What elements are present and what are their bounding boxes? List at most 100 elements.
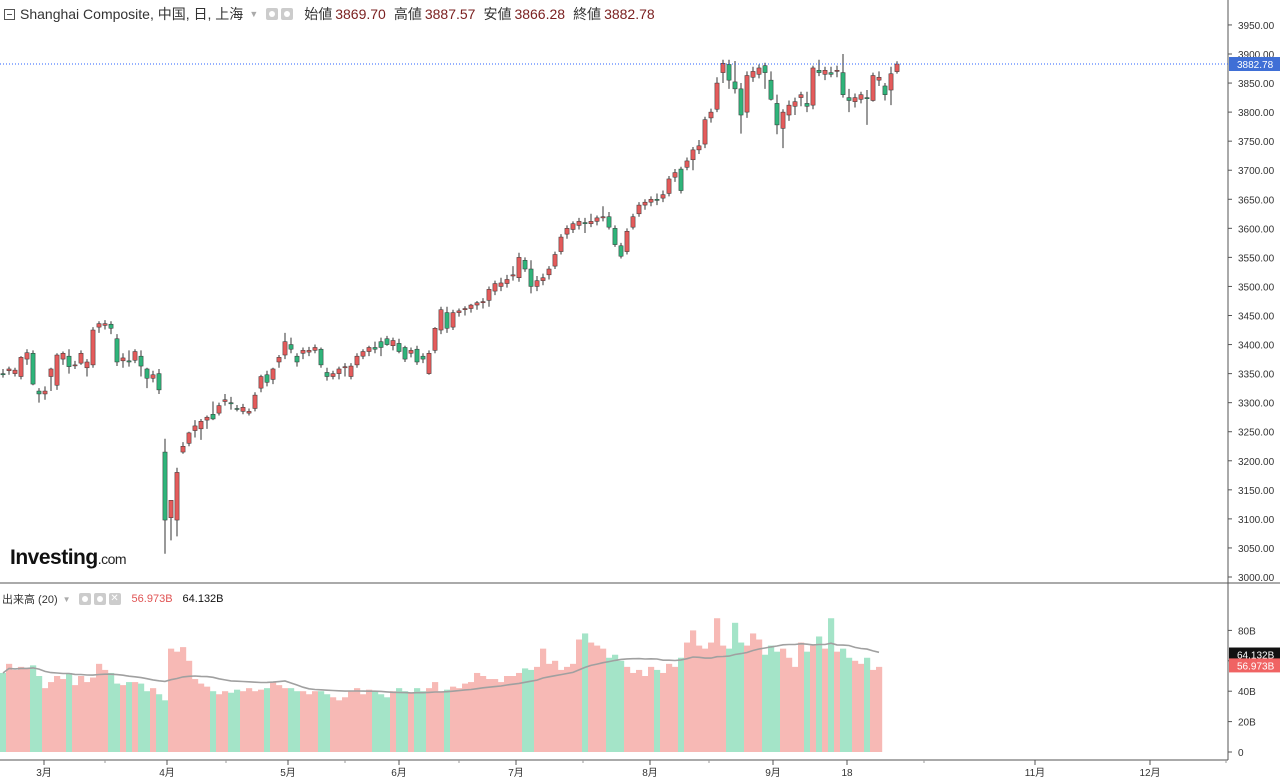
- candle-body: [672, 172, 678, 178]
- volume-bar: [750, 633, 757, 752]
- candle-body: [624, 230, 630, 252]
- price-tick-label: 3250.00: [1238, 428, 1275, 439]
- candle-body: [12, 369, 18, 374]
- price-tick-label: 3750.00: [1238, 137, 1275, 148]
- candle-body: [174, 472, 180, 521]
- price-tick-label: 3900.00: [1238, 50, 1275, 61]
- time-tick-label: 18: [841, 768, 853, 778]
- candle-body: [444, 312, 450, 329]
- volume-tick-label: 0: [1238, 748, 1244, 759]
- candle-body: [726, 64, 732, 81]
- logo-suffix: .com: [97, 551, 127, 567]
- volume-bar: [270, 682, 277, 752]
- candle-body: [420, 355, 426, 360]
- investing-logo: Investing.com: [10, 546, 127, 570]
- candle-body: [720, 63, 726, 73]
- volume-header: 出来高 (20) ▼ ✕ 56.973B 64.132B: [0, 591, 224, 607]
- price-tick-label: 3550.00: [1238, 253, 1275, 264]
- volume-bar: [726, 648, 733, 752]
- volume-bar: [570, 663, 577, 752]
- time-tick-label: 3月: [36, 767, 52, 778]
- volume-bar: [42, 688, 49, 752]
- chevron-down-icon[interactable]: ▼: [249, 9, 259, 19]
- candle-body: [306, 350, 312, 353]
- volume-bar: [276, 685, 283, 752]
- volume-bar: [762, 654, 769, 752]
- volume-bar: [600, 648, 607, 752]
- volume-bar: [288, 688, 295, 752]
- candle-body: [690, 149, 696, 161]
- candle-body: [504, 279, 510, 284]
- volume-bar: [132, 682, 139, 752]
- candle-body: [186, 432, 192, 444]
- settings-icon[interactable]: [281, 8, 294, 20]
- volume-bar: [414, 688, 421, 752]
- volume-bar: [708, 642, 715, 752]
- price-tick-label: 3850.00: [1238, 79, 1275, 90]
- candle-body: [630, 216, 636, 228]
- candle-body: [576, 221, 582, 226]
- close-icon[interactable]: ✕: [108, 593, 121, 605]
- collapse-icon[interactable]: [4, 8, 15, 20]
- chart-title: Shanghai Composite, 中国, 日, 上海: [20, 6, 244, 22]
- candle-body: [42, 390, 48, 395]
- volume-bar: [738, 642, 745, 752]
- volume-bar: [516, 672, 523, 752]
- volume-bar: [18, 666, 25, 752]
- volume-bar: [468, 682, 475, 752]
- volume-bar: [84, 682, 91, 752]
- candle-body: [750, 71, 756, 78]
- candle-body: [810, 67, 816, 106]
- candle-body: [276, 357, 282, 363]
- candle-body: [570, 223, 576, 230]
- candle-body: [708, 111, 714, 119]
- candle-body: [150, 374, 156, 379]
- volume-bar: [336, 700, 343, 752]
- volume-bar: [240, 691, 247, 752]
- settings-icon[interactable]: [93, 593, 106, 605]
- candle-body: [696, 145, 702, 151]
- price-tick-label: 3050.00: [1238, 544, 1275, 555]
- volume-bar: [606, 657, 613, 752]
- volume-bar: [360, 694, 367, 752]
- candle-body: [780, 111, 786, 129]
- volume-bar: [156, 694, 163, 752]
- candle-body: [120, 357, 126, 362]
- volume-bar: [330, 697, 337, 752]
- candle-body: [684, 160, 690, 168]
- volume-bar: [846, 657, 853, 752]
- volume-bar: [258, 689, 265, 752]
- volume-bar: [378, 694, 385, 752]
- candle-body: [348, 365, 354, 377]
- candle-body: [618, 245, 624, 257]
- candle-body: [552, 254, 558, 267]
- volume-bar: [666, 663, 673, 752]
- candle-body: [366, 347, 372, 352]
- volume-bar: [438, 691, 445, 752]
- volume-bar: [198, 683, 205, 752]
- candle-body: [402, 347, 408, 360]
- volume-bar: [228, 692, 235, 752]
- volume-bar: [420, 691, 427, 752]
- volume-bar: [540, 648, 547, 752]
- volume-bar: [672, 666, 679, 752]
- volume-bar: [234, 689, 241, 752]
- volume-bar: [486, 679, 493, 752]
- volume-ma-tag: [1229, 647, 1280, 662]
- volume-tick-label: 80B: [1238, 626, 1256, 637]
- candle-body: [462, 308, 468, 310]
- volume-bar: [72, 685, 79, 752]
- volume-bar: [876, 666, 883, 752]
- volume-bar: [174, 651, 181, 752]
- visibility-icon[interactable]: [266, 8, 279, 20]
- candle-body: [18, 357, 24, 377]
- volume-bar: [528, 669, 535, 752]
- last-price-tag: [1229, 57, 1280, 72]
- volume-bar: [720, 645, 727, 752]
- visibility-icon[interactable]: [78, 593, 91, 605]
- chevron-down-icon[interactable]: ▼: [62, 594, 71, 604]
- candle-body: [408, 350, 414, 354]
- volume-bar: [792, 666, 799, 752]
- candle-body: [282, 341, 288, 356]
